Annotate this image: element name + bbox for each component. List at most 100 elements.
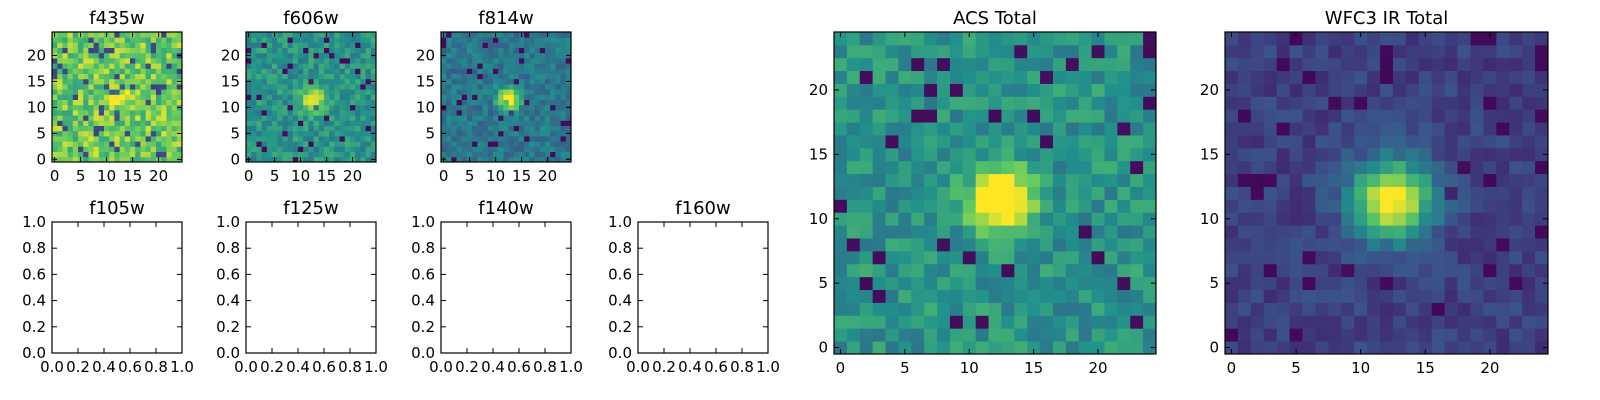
- heatmap-cell: [1130, 186, 1144, 200]
- heatmap-cell: [272, 151, 278, 158]
- heatmap-cell: [313, 120, 320, 126]
- heatmap-cell: [472, 52, 478, 59]
- heatmap-cell: [1130, 238, 1144, 252]
- heatmap-cell: [534, 156, 541, 163]
- heatmap-cell: [1405, 328, 1420, 342]
- panel-title: WFC3 IR Total: [1325, 8, 1448, 29]
- heatmap-cell: [140, 68, 146, 74]
- heatmap-cell: [493, 63, 499, 69]
- heatmap-cell: [1431, 57, 1446, 72]
- heatmap-cell: [456, 42, 463, 48]
- heatmap-cell: [962, 109, 977, 123]
- heatmap-cell: [124, 130, 131, 137]
- heatmap-cell: [313, 42, 320, 48]
- heatmap-cell: [287, 84, 294, 90]
- heatmap-cell: [472, 47, 478, 54]
- heatmap-cell: [519, 89, 525, 95]
- heatmap-cell: [498, 141, 504, 147]
- heatmap-cell: [370, 89, 377, 95]
- heatmap-cell: [130, 115, 136, 121]
- heatmap-cell: [911, 147, 925, 162]
- heatmap-cell: [57, 63, 63, 69]
- heatmap-cell: [124, 141, 131, 147]
- heatmap-cell: [949, 109, 964, 123]
- heatmap-cell: [1104, 83, 1118, 97]
- heatmap-cell: [555, 130, 561, 137]
- heatmap-cell: [846, 238, 861, 252]
- heatmap-cell: [365, 68, 372, 74]
- heatmap-cell: [313, 94, 320, 100]
- heatmap-cell: [498, 136, 504, 142]
- heatmap-cell: [324, 73, 330, 80]
- heatmap-cell: [145, 104, 152, 111]
- heatmap-cell: [1354, 302, 1368, 316]
- heatmap-cell: [282, 42, 288, 48]
- heatmap-cell: [975, 32, 989, 46]
- heatmap-cell: [988, 83, 1002, 97]
- heatmap-cell: [859, 173, 874, 187]
- heatmap-cell: [114, 156, 120, 163]
- heatmap-cell: [461, 125, 468, 132]
- heatmap-cell: [456, 68, 463, 74]
- heatmap-cell: [171, 156, 178, 163]
- heatmap-cell: [524, 125, 530, 132]
- heatmap-cell: [261, 63, 268, 69]
- heatmap-cell: [898, 276, 912, 290]
- heatmap-cell: [498, 42, 504, 48]
- heatmap-cell: [98, 78, 105, 85]
- heatmap-cell: [1237, 302, 1252, 316]
- heatmap-cell: [78, 63, 84, 69]
- heatmap-cell: [78, 58, 84, 64]
- heatmap-cell: [446, 73, 452, 80]
- heatmap-cell: [477, 63, 483, 69]
- heatmap-cell: [256, 130, 262, 137]
- heatmap-cell: [83, 37, 89, 43]
- heatmap-cell: [555, 52, 561, 59]
- heatmap-cell: [1263, 70, 1278, 84]
- heatmap-cell: [256, 115, 262, 121]
- heatmap-cell: [1263, 173, 1278, 187]
- heatmap-cell: [1040, 199, 1054, 213]
- heatmap-cell: [1315, 44, 1329, 59]
- heatmap-cell: [461, 89, 468, 95]
- heatmap-cell: [360, 63, 366, 69]
- heatmap-cell: [467, 94, 473, 100]
- heatmap-cell: [277, 47, 283, 54]
- heatmap-cell: [539, 52, 546, 59]
- heatmap-cell: [1091, 70, 1105, 84]
- heatmap-cell: [1052, 225, 1067, 239]
- heatmap-cell: [872, 173, 886, 187]
- heatmap-cell: [334, 104, 340, 111]
- y-tick-label: 0.6: [411, 265, 435, 283]
- heatmap-cell: [1091, 44, 1105, 59]
- heatmap-cell: [451, 156, 457, 163]
- heatmap-cell: [539, 120, 546, 126]
- heatmap-cell: [885, 44, 899, 59]
- heatmap-cell: [1522, 186, 1536, 200]
- heatmap-cell: [72, 115, 79, 121]
- heatmap-cell: [150, 47, 157, 54]
- heatmap-cell: [52, 99, 58, 106]
- heatmap-cell: [1354, 186, 1368, 200]
- heatmap-cell: [1276, 70, 1290, 84]
- heatmap-cell: [539, 58, 546, 64]
- heatmap-cell: [93, 52, 100, 59]
- heatmap-cell: [1341, 44, 1355, 59]
- heatmap-cell: [519, 141, 525, 147]
- heatmap-cell: [1263, 328, 1278, 342]
- heatmap-cell: [898, 199, 912, 213]
- heatmap-cell: [1250, 57, 1265, 72]
- heatmap-cell: [1225, 160, 1239, 175]
- heatmap-cell: [524, 141, 530, 147]
- heatmap-cell: [1483, 315, 1497, 329]
- heatmap-cell: [114, 78, 120, 85]
- heatmap-cell: [487, 141, 494, 147]
- heatmap-cell: [565, 47, 572, 54]
- heatmap-cell: [329, 136, 335, 142]
- heatmap-cell: [114, 94, 120, 100]
- heatmap-cell: [350, 115, 356, 121]
- heatmap-cell: [360, 125, 366, 132]
- heatmap-cell: [256, 104, 262, 111]
- heatmap-cell: [1104, 276, 1118, 290]
